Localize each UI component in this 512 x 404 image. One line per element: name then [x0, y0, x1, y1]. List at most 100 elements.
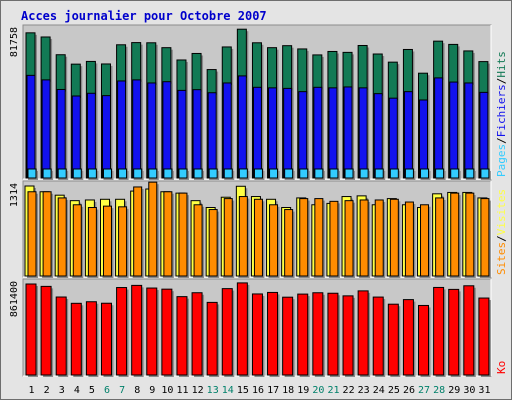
fichiers-bar	[177, 89, 188, 180]
pages-bar	[87, 168, 99, 180]
pages-bar	[118, 168, 129, 180]
fichiers-bar	[434, 77, 445, 180]
x-tick-label: 17	[267, 385, 279, 396]
pages-bar	[269, 168, 280, 180]
pages-bar	[72, 168, 84, 180]
ko-bar	[146, 287, 159, 377]
fichiers-bar	[268, 87, 279, 180]
fichiers-bar	[373, 93, 385, 180]
ko-bar	[267, 291, 280, 377]
ko-bar	[55, 296, 69, 377]
pages-bar	[465, 168, 476, 180]
x-tick-label: 25	[388, 385, 400, 396]
pages-bar	[102, 168, 114, 180]
fichiers-bar	[192, 89, 204, 180]
sites-bar	[465, 192, 476, 278]
ko-bar	[297, 293, 310, 377]
y-max-label: 1314	[9, 183, 20, 207]
sites-bar	[42, 191, 54, 278]
sites-bar	[480, 198, 491, 278]
x-tick-label: 9	[149, 385, 155, 396]
ko-bar	[478, 297, 491, 377]
ko-bar	[357, 290, 371, 377]
ko-bar	[176, 296, 189, 377]
fichiers-bar	[388, 97, 400, 180]
fichiers-bar	[222, 82, 234, 180]
sites-bar	[389, 198, 401, 278]
sites-bar	[178, 192, 189, 278]
fichiers-bar	[298, 91, 309, 180]
pages-bar	[42, 168, 54, 180]
series-legend: Ko	[495, 361, 508, 374]
sites-bar	[299, 198, 310, 278]
sites-bar	[344, 200, 356, 278]
pages-bar	[223, 168, 235, 180]
pages-bar	[389, 168, 401, 180]
sites-bar	[118, 206, 129, 278]
x-tick-label: 10	[161, 385, 173, 396]
x-tick-label: 14	[222, 385, 234, 396]
ko-bar	[236, 282, 250, 377]
x-tick-label: 26	[403, 385, 415, 396]
fichiers-bar	[147, 82, 158, 180]
x-tick-label: 4	[74, 385, 80, 396]
ko-bar	[433, 286, 446, 377]
x-tick-label: 15	[237, 385, 249, 396]
x-tick-label: 12	[192, 385, 204, 396]
x-tick-label: 18	[282, 385, 294, 396]
sites-bar	[329, 200, 340, 278]
ko-bar	[191, 292, 205, 377]
pages-bar	[27, 168, 38, 180]
x-tick-label: 1	[29, 385, 35, 396]
pages-bar	[193, 168, 205, 180]
legend-item: Sites	[495, 242, 508, 275]
sites-bar	[238, 196, 250, 278]
x-tick-label: 8	[134, 385, 140, 396]
ko-bar	[161, 288, 174, 377]
legend-item: /	[495, 78, 508, 85]
ko-bar	[25, 283, 38, 377]
fichiers-bar	[26, 74, 37, 180]
x-tick-label: 24	[373, 385, 385, 396]
ko-bar	[372, 296, 386, 377]
fichiers-bar	[101, 95, 113, 180]
x-tick-label: 20	[312, 385, 324, 396]
pages-bar	[420, 168, 431, 180]
x-tick-label: 2	[44, 385, 50, 396]
pages-bar	[163, 168, 174, 180]
ko-bar	[70, 302, 84, 377]
x-tick-label: 11	[176, 385, 188, 396]
ko-bar	[312, 292, 325, 377]
x-tick-label: 7	[119, 385, 125, 396]
x-tick-label: 13	[207, 385, 219, 396]
fichiers-bar	[343, 86, 355, 180]
pages-bar	[435, 168, 446, 180]
ko-bar	[40, 285, 54, 377]
pages-bar	[450, 168, 461, 180]
sites-bar	[284, 209, 295, 278]
sites-bar	[208, 209, 220, 278]
x-tick-label: 31	[478, 385, 490, 396]
pages-bar	[148, 168, 159, 180]
sites-bar	[223, 198, 235, 278]
fichiers-bar	[252, 86, 264, 180]
sites-bar	[27, 191, 38, 278]
x-tick-label: 28	[433, 385, 445, 396]
fichiers-bar	[41, 79, 53, 180]
pages-bar	[404, 168, 416, 180]
sites-bar	[374, 199, 386, 278]
x-tick-label: 5	[89, 385, 95, 396]
x-tick-label: 21	[327, 385, 339, 396]
legend-item: /	[495, 235, 508, 242]
ko-bar	[100, 302, 114, 377]
sites-bar	[102, 205, 114, 278]
x-tick-label: 6	[104, 385, 110, 396]
pages-bar	[359, 168, 371, 180]
pages-bar	[253, 168, 265, 180]
pages-bar	[178, 168, 189, 180]
x-tick-label: 29	[448, 385, 460, 396]
fichiers-bar	[313, 86, 324, 180]
fichiers-bar	[419, 99, 430, 180]
fichiers-bar	[162, 81, 173, 180]
